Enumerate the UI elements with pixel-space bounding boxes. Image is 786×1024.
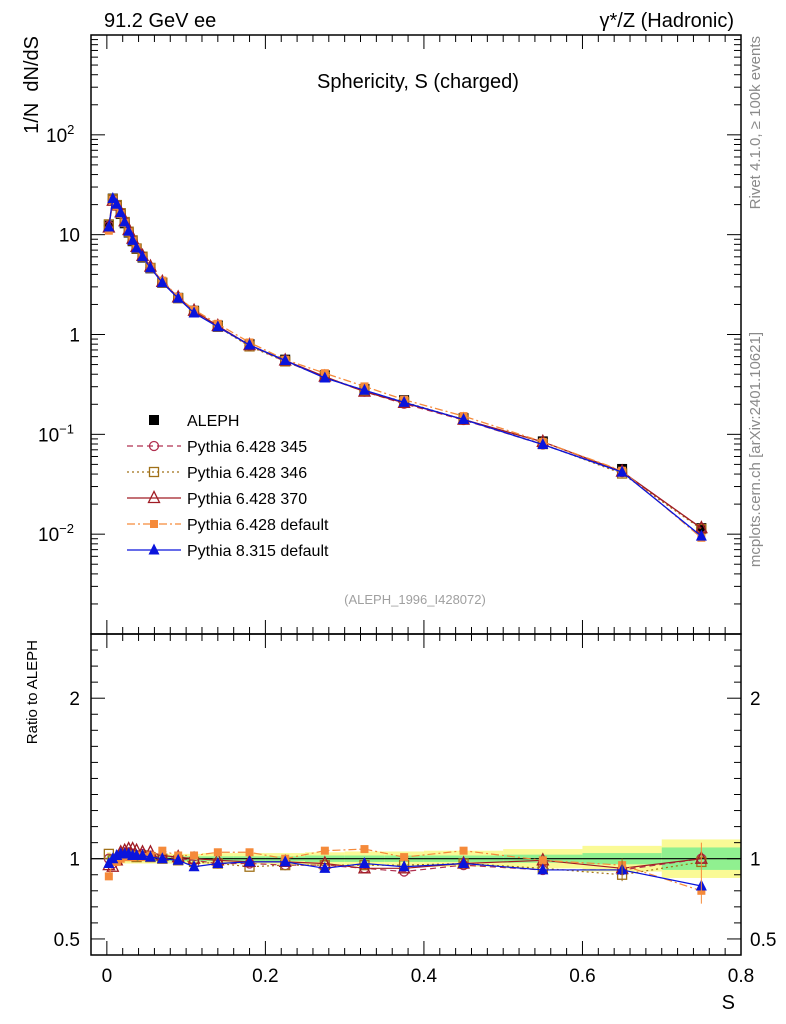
y-tick-label: 102: [46, 122, 74, 147]
ratio-point-p8: [358, 857, 370, 869]
ratio-point-pdef: [190, 851, 199, 860]
legend-label-aleph: ALEPH: [187, 413, 239, 430]
legend: ALEPH Pythia 6.428 345 Pythia 6.428 346 Pyt…: [127, 413, 329, 560]
legend-label-p370: Pythia 6.428 370: [187, 491, 307, 508]
point-p8: [103, 220, 115, 232]
y-tick-label: 10−2: [38, 521, 74, 546]
point-p8: [111, 197, 123, 209]
main-plot-series: [102, 192, 708, 542]
legend-label-p8: Pythia 8.315 default: [187, 543, 329, 560]
ratio-point-p8: [188, 860, 200, 872]
x-tick-label: 0: [102, 966, 113, 987]
ratio-tick-label-left: 0.5: [54, 930, 80, 951]
ratio-point-p8: [398, 860, 410, 872]
ratio-tick-label-right: 2: [750, 689, 761, 710]
ratio-point-pdef: [459, 846, 468, 855]
y-tick-label: 10−1: [38, 421, 74, 446]
legend-label-p346: Pythia 6.428 346: [187, 465, 307, 482]
ratio-point-p8: [144, 850, 156, 862]
legend-marker-p8: [148, 543, 160, 555]
series-line-p8: [108, 196, 702, 537]
point-p8: [115, 206, 127, 218]
ratio-point-p8: [137, 848, 149, 860]
point-p8: [172, 291, 184, 303]
legend-label-pdef: Pythia 6.428 default: [187, 517, 329, 534]
ratio-point-pdef: [245, 848, 254, 857]
ratio-point-p8: [458, 857, 470, 869]
x-tick-label: 0.6: [569, 966, 595, 987]
y-axis-label: 1/N dN/dS: [21, 36, 43, 134]
ratio-point-p8: [319, 861, 331, 873]
analysis-tag: (ALEPH_1996_I428072): [344, 592, 486, 607]
legend-marker-p346: [148, 466, 160, 478]
ratio-point-pdef: [213, 848, 222, 857]
y-tick-label: 10: [59, 226, 80, 247]
x-axis-label: S: [722, 992, 735, 1014]
ratio-plot-series: [102, 841, 708, 904]
legend-marker-p345: [148, 440, 160, 452]
point-p8: [695, 529, 707, 541]
legend-marker-aleph: [149, 415, 159, 425]
point-p8: [319, 371, 331, 383]
ratio-point-p8: [279, 855, 291, 867]
point-p8: [137, 250, 149, 262]
ratio-point-pdef: [360, 845, 369, 854]
ratio-frame: [90, 633, 742, 956]
ratio-point-pdef: [538, 856, 547, 865]
ratio-y-axis-label: Ratio to ALEPH: [24, 640, 41, 744]
ratio-point-p8: [212, 857, 224, 869]
point-p8: [458, 413, 470, 425]
point-p8: [212, 320, 224, 332]
ratio-point-p8: [537, 863, 549, 875]
ratio-point-p8: [244, 855, 256, 867]
point-p8: [119, 215, 131, 227]
ratio-point-p8: [172, 853, 184, 865]
point-p8: [616, 465, 628, 477]
point-p8: [123, 224, 135, 236]
x-tick-label: 0.2: [252, 966, 278, 987]
point-p8: [144, 261, 156, 273]
point-p8: [358, 383, 370, 395]
side-label-mcplots: mcplots.cern.ch [arXiv:2401.10621]: [747, 332, 764, 567]
series-line-pdef: [108, 197, 702, 539]
point-p8: [131, 241, 143, 253]
legend-marker-p370: [147, 490, 161, 504]
x-tick-label: 0.8: [728, 966, 754, 987]
ratio-point-pdef: [158, 846, 167, 855]
ratio-point-pdef: [320, 846, 329, 855]
x-tick-label: 0.4: [411, 966, 438, 987]
legend-label-p345: Pythia 6.428 345: [187, 439, 307, 456]
header-left: 91.2 GeV ee: [104, 10, 216, 32]
point-p8: [127, 233, 139, 245]
ratio-tick-label-left: 2: [69, 689, 80, 710]
ratio-point-p8: [156, 852, 168, 864]
point-p8: [398, 395, 410, 407]
point-p8: [244, 338, 256, 350]
side-label-rivet: Rivet 4.1.0, ≥ 100k events: [747, 36, 764, 209]
point-p8: [188, 306, 200, 318]
ratio-point-pdef: [400, 853, 409, 862]
header-right: γ*/Z (Hadronic): [600, 10, 734, 32]
ratio-tick-label-left: 1: [69, 850, 80, 871]
point-p8: [156, 276, 168, 288]
ratio-point-pdef: [104, 872, 113, 881]
axis-ticks: 0 0.2 0.4 0.6 0.8 10−2 10−1 1 10 102 0.5 0.5 1 1 2 2: [38, 35, 776, 987]
ratio-tick-label-right: 0.5: [750, 930, 776, 951]
plot-title: Sphericity, S (charged): [317, 71, 519, 93]
point-p8: [537, 438, 549, 450]
y-tick-label: 1: [69, 326, 80, 347]
legend-marker-pdef: [150, 520, 158, 528]
ratio-tick-label-right: 1: [750, 850, 761, 871]
point-p8: [279, 354, 291, 366]
